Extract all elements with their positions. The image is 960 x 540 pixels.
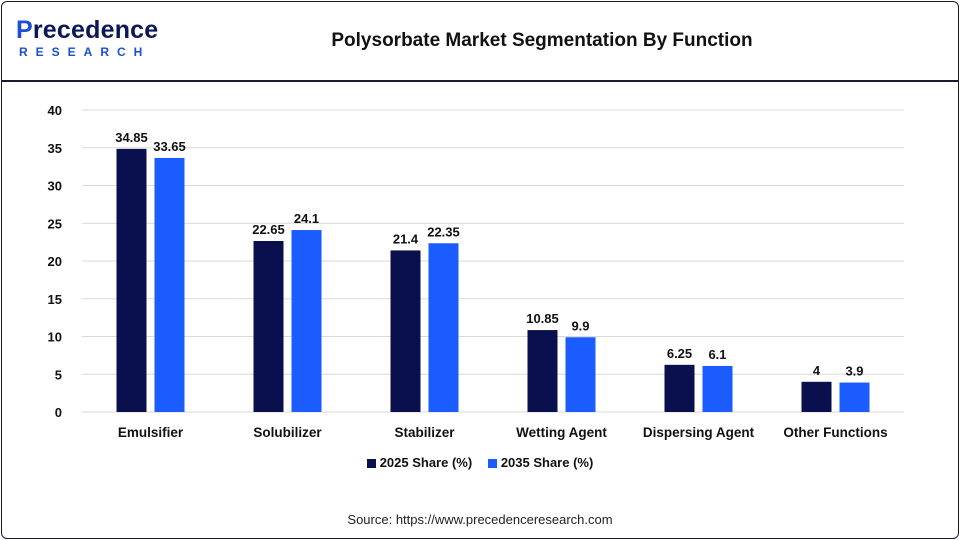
data-label: 34.85 [115,130,148,145]
y-tick-label: 10 [48,330,62,345]
source-note: Source: https://www.precedenceresearch.c… [347,512,613,527]
logo-wordmark: recedence [32,16,159,44]
y-tick-label: 20 [48,254,62,269]
x-tick-label: Other Functions [783,425,887,440]
data-label: 22.65 [252,222,285,237]
bar [801,381,832,412]
legend-label-2025: 2025 Share (%) [379,455,473,470]
bar [428,243,459,412]
data-label: 24.1 [294,211,319,226]
data-label: 6.1 [708,347,726,362]
y-tick-label: 30 [48,179,62,194]
data-label: 22.35 [427,224,460,239]
y-tick-label: 25 [48,216,62,231]
data-label: 3.9 [845,364,863,379]
x-tick-label: Dispersing Agent [643,425,755,440]
chart-title: Polysorbate Market Segmentation By Funct… [331,30,753,51]
x-tick-label: Emulsifier [118,425,184,440]
header: Precedence RESEARCH Polysorbate Market S… [2,2,958,82]
data-label: 9.9 [571,318,589,333]
data-label: 10.85 [526,311,559,326]
bar-chart: 0 5 10 15 20 25 30 35 40 34.85 33.65 Emulsifier 22.6… [48,103,904,440]
bar [116,148,147,412]
y-tick-label: 5 [55,367,62,382]
x-tick-label: Stabilizer [394,425,455,440]
data-label: 6.25 [667,346,692,361]
y-tick-label: 15 [48,292,62,307]
logo-subtitle: RESEARCH [19,45,151,59]
data-label: 33.65 [153,139,186,154]
bar [565,337,596,412]
legend-item-2025: 2025 Share (%) [366,455,473,470]
y-tick-label: 40 [48,103,62,118]
precedence-research-logo: Precedence RESEARCH [16,16,186,66]
data-label: 21.4 [393,231,419,246]
bar [702,365,733,412]
bar [253,240,284,412]
legend-label-2035: 2035 Share (%) [500,455,594,470]
x-tick-label: Wetting Agent [516,425,607,440]
legend-item-2035: 2035 Share (%) [487,455,594,470]
data-label: 4 [813,363,821,378]
bar [664,364,695,412]
legend-swatch-2025 [366,459,376,469]
legend-swatch-2035 [487,459,497,469]
y-tick-label: 0 [55,405,62,420]
x-tick-label: Solubilizer [253,425,322,440]
bar [839,382,870,412]
y-tick-label: 35 [48,141,62,156]
logo-initial: P [16,16,33,44]
bar [291,230,322,412]
legend: 2025 Share (%) 2035 Share (%) [2,455,958,470]
bar [154,157,185,412]
bar [527,330,558,412]
bar [390,250,421,412]
